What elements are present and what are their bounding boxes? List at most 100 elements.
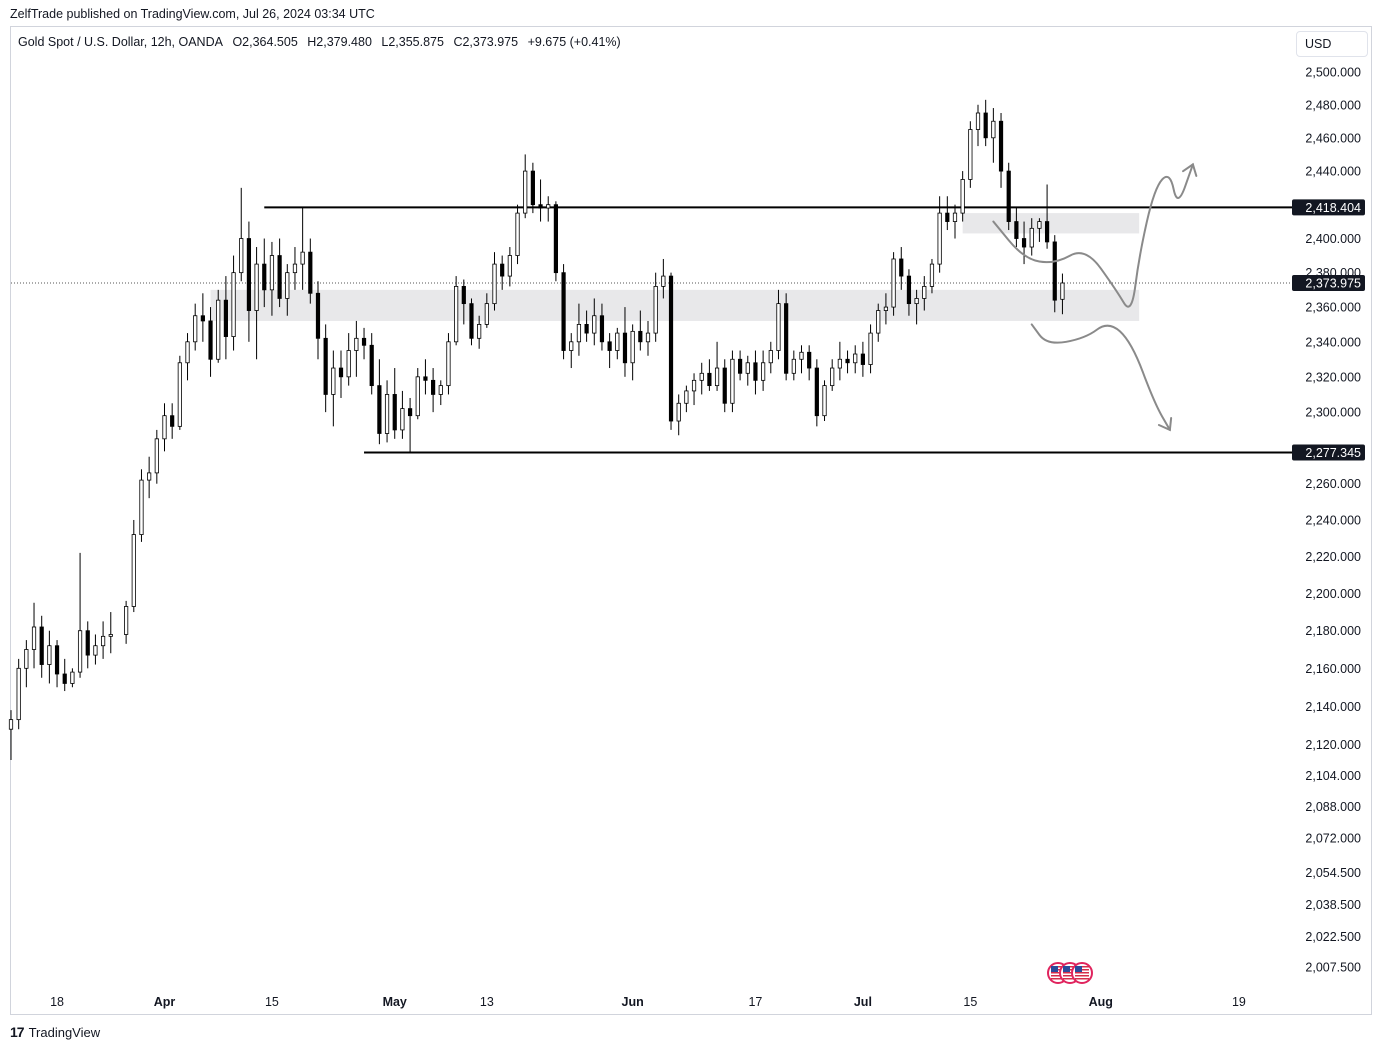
candle-body [592,315,597,334]
candle-body [607,341,612,351]
us-economic-event-icon[interactable] [1071,962,1093,984]
candle-body [630,330,635,364]
candle-body [254,263,259,311]
candle-body [784,303,789,374]
candle-body [576,324,582,343]
candle-body [469,303,474,339]
candle-body [484,303,489,325]
symbol-name[interactable]: Gold Spot / U.S. Dollar, 12h, OANDA [18,35,223,49]
bearish-scenario-path [1030,323,1171,431]
candle-body [262,263,267,291]
candle-body [331,367,336,395]
candle-body [384,394,390,434]
candle-body [1021,238,1027,248]
y-tick-label: 2,120.000 [1305,738,1361,752]
candle-body [661,275,666,287]
candle-body [822,385,827,417]
y-tick-label: 2,460.000 [1305,131,1361,145]
candle-body [1029,227,1034,248]
candle-body [960,179,965,214]
candle-body [929,263,935,287]
candle-body [515,212,520,256]
candle-body [446,341,451,387]
candle-body [561,272,566,351]
candle-body [369,344,374,387]
candle-body [707,372,712,387]
candle-body [216,299,221,360]
y-tick-label: 2,400.000 [1305,232,1361,246]
x-tick-label: May [383,995,407,1009]
candle-body [914,298,919,305]
candle-body [108,634,113,637]
ohlc-close: C2,373.975 [453,35,519,49]
candle-body [100,635,106,647]
candle-body [615,332,620,351]
price-label-bg [1292,444,1365,461]
bearish-scenario-arrowhead [1157,416,1173,432]
y-tick-label: 2,022.500 [1305,930,1361,944]
candle-body [77,630,83,673]
candle-body [791,358,796,374]
candle-body [308,251,313,294]
candle-body [653,285,658,334]
candle-body [39,626,44,665]
candle-body [1014,221,1019,239]
price-label-bg [1292,199,1365,216]
candle-body [285,272,290,299]
x-tick-label: 13 [480,995,494,1009]
candle-body [860,353,865,365]
candle-body [1044,221,1050,243]
candle-body [737,358,743,374]
x-tick-label: 17 [748,995,762,1009]
candle-body [154,438,159,474]
candle-body [62,673,67,684]
candle-body [945,212,950,222]
candle-body [500,263,505,277]
y-tick-label: 2,160.000 [1305,662,1361,676]
x-tick-label: Jun [622,995,644,1009]
candle-body [1006,170,1011,222]
candle-body [300,251,305,265]
price-label: 2,418.404 [1305,201,1361,215]
candle-body [906,275,912,305]
candle-body [431,379,436,395]
candle-body [761,362,766,381]
candle-body [70,671,75,684]
ohlc-change: +9.675 (+0.41%) [527,35,621,49]
candle-body [323,337,328,395]
candle-body [968,129,973,180]
x-tick-label: 18 [50,995,64,1009]
candle-body [883,306,889,311]
candle-body [699,372,704,381]
candle-body [377,385,382,434]
candle-body [599,315,605,343]
candle-body [714,367,720,387]
candle-body [546,204,551,209]
candle-body [31,626,37,650]
y-tick-label: 2,038.500 [1305,898,1361,912]
candle-body [776,303,781,351]
footer-brand[interactable]: TradingView [28,1024,101,1040]
candle-body [845,358,850,364]
candle-body [208,320,213,360]
candle-body [131,534,136,607]
candle-body [638,330,643,343]
y-tick-label: 2,240.000 [1305,513,1361,527]
candle-body [361,337,367,346]
candle-body [807,351,812,369]
candle-body [93,645,98,656]
candle-body [407,408,413,417]
tradingview-logo-icon[interactable]: 17 [10,1024,25,1040]
y-tick-label: 2,220.000 [1305,550,1361,564]
candle-body [553,204,559,274]
price-label-bg [1292,275,1365,292]
candle-body [177,362,182,427]
candle-body [454,285,459,343]
y-tick-label: 2,260.000 [1305,477,1361,491]
candle-body [668,275,674,422]
candle-body [753,362,758,381]
candle-body [998,120,1004,172]
y-tick-label: 2,360.000 [1305,301,1361,315]
currency-button[interactable]: USD [1296,31,1368,57]
